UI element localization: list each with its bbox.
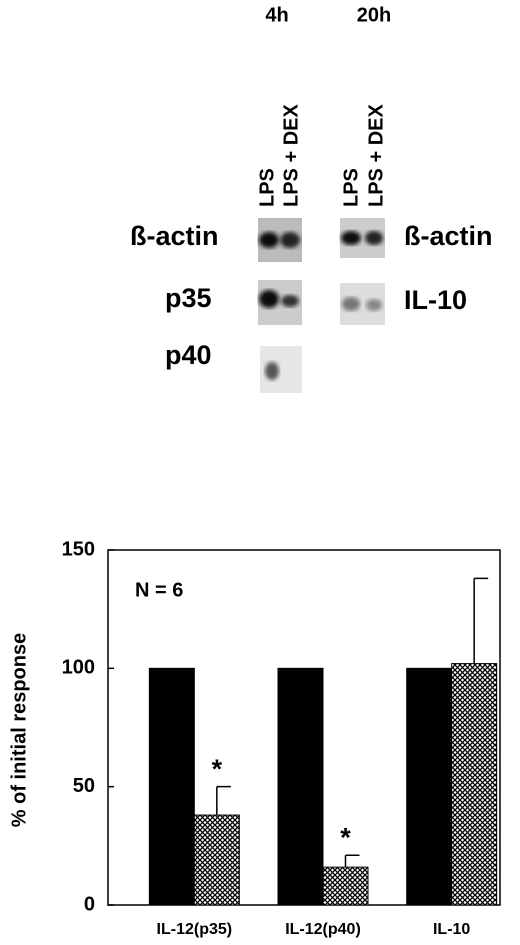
y-axis-label: % of initial response: [8, 633, 30, 827]
y-tick-label: 0: [84, 893, 95, 915]
significance-mark: *: [212, 754, 223, 784]
x-tick-label: IL-10: [433, 921, 470, 938]
y-tick-label: 150: [62, 538, 95, 560]
row-label: IL-10: [404, 285, 467, 315]
error-bar: [344, 854, 360, 868]
y-tick-label: 50: [73, 775, 95, 797]
error-bar: [473, 577, 489, 664]
bar: [451, 663, 498, 906]
bar: [406, 667, 453, 906]
blot-image: [258, 218, 385, 393]
x-tick-label: IL-12(p40): [285, 921, 361, 938]
row-label: p40: [165, 340, 212, 370]
row-label: ß-actin: [130, 221, 219, 251]
time-label: 4h: [265, 4, 288, 26]
lane-label: LPS + DEX: [365, 104, 387, 207]
bar: [277, 667, 324, 906]
significance-mark: *: [340, 822, 351, 852]
blot-panel: 4h 20h LPS LPS + DEX LPS LPS + DEX ß-act…: [130, 4, 493, 393]
x-tick-label: IL-12(p35): [157, 921, 233, 938]
annotation: N = 6: [135, 579, 183, 601]
bar: [193, 814, 240, 906]
row-label: p35: [165, 283, 212, 313]
lane-label: LPS + DEX: [280, 104, 302, 207]
row-label: ß-actin: [404, 221, 493, 251]
y-tick-label: 100: [62, 657, 95, 679]
time-label: 20h: [357, 4, 391, 26]
error-bar: [216, 785, 231, 816]
bar: [148, 667, 195, 906]
bar: [322, 866, 369, 906]
lane-label: LPS: [340, 168, 362, 207]
lane-label: LPS: [256, 168, 278, 207]
